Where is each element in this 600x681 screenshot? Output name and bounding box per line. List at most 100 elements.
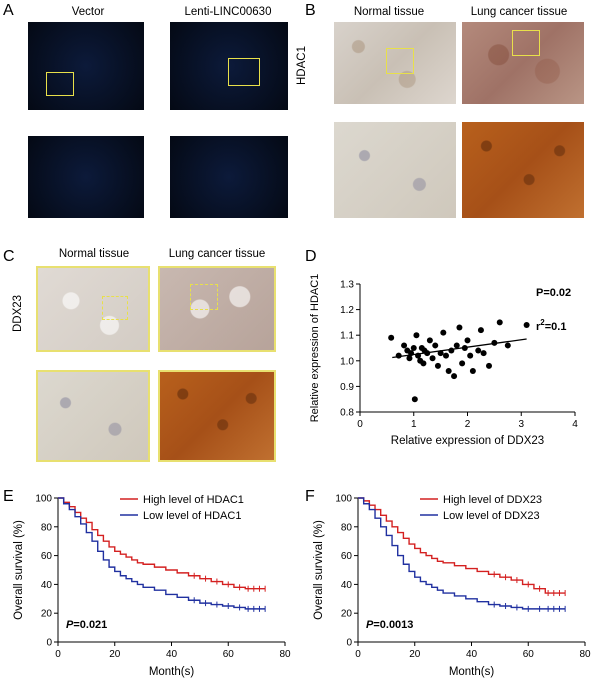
panel-f-y-tick-label: 40: [341, 580, 353, 591]
panel-b-caption-normal: Normal tissue: [353, 6, 425, 18]
panel-e-x-tick-label: 60: [223, 649, 235, 660]
panel-e-x-tick-label: 0: [55, 649, 61, 660]
panel-b-caption-cancer: Lung cancer tissue: [470, 6, 568, 18]
panel-f-x-tick-label: 60: [523, 649, 535, 660]
panel-e-high-curve: [58, 497, 266, 590]
panel-a-lenti-image: [170, 22, 288, 110]
panel-e-y-tick-label: 0: [46, 638, 52, 649]
panel-c-cancer-image: [158, 266, 276, 352]
panel-f-survival-chart: 0 20 40 60 80 0 20 40 60 80 100 High level of DDX2…: [313, 494, 591, 679]
panel-f-x-tick-label: 0: [355, 649, 361, 660]
panel-a-lenti-zoomed-image: [170, 136, 288, 218]
panel-d-data-point: [443, 352, 449, 359]
panel-d-x-tick-label: 3: [518, 419, 524, 430]
panel-f-x-axis-label: Month(s): [449, 666, 495, 678]
panel-d-data-point: [523, 321, 530, 328]
panel-d-y-tick-label: 1.2: [340, 305, 354, 316]
panel-d-data-point: [504, 342, 511, 349]
panel-d-data-point: [432, 342, 439, 349]
panel-f-legend-high-label: High level of DDX23: [443, 494, 542, 506]
panel-d-data-point: [426, 337, 433, 344]
panel-e-y-tick-label: 40: [41, 580, 53, 591]
panel-b-normal-zoom-box: [386, 48, 414, 74]
panel-b-normal-zoomed-image: [334, 122, 456, 218]
panel-e-legend-high-label: High level of HDAC1: [143, 494, 244, 506]
panel-e-letter: E: [3, 488, 14, 505]
panel-a-vector-zoomed-image: [28, 136, 144, 218]
panel-e-x-tick-label: 40: [166, 649, 178, 660]
panel-f-high-curve: [358, 497, 566, 594]
panel-c-normal-zoom-box: [102, 296, 128, 320]
panel-f-y-tick-label: 60: [341, 551, 353, 562]
panel-f-y-tick-label: 20: [341, 609, 353, 620]
panel-d-data-point: [456, 324, 463, 331]
panel-f-letter: F: [305, 488, 315, 505]
panel-d-data-point: [477, 327, 484, 334]
panel-e-survival-chart: 0 20 40 60 80 0 20 40 60 80 100 High level of HDAC…: [13, 494, 291, 679]
panel-e-y-axis-label: Overall survival (%): [13, 520, 25, 620]
panel-d-data-point: [413, 332, 420, 339]
panel-d-data-point: [486, 362, 492, 369]
panel-b-cancer-zoomed-image: [462, 122, 584, 218]
panel-d-p-value: P=0.02: [536, 287, 571, 299]
panel-f-y-tick-label: 0: [346, 638, 352, 649]
panel-e-y-tick-label: 80: [41, 522, 53, 533]
panel-d-data-point: [451, 373, 458, 380]
panel-d-data-point: [434, 362, 441, 369]
panel-e-x-tick-label: 20: [109, 649, 121, 660]
panel-f-p-value: P=0.0013: [366, 619, 413, 631]
panel-f-low-curve: [358, 497, 566, 610]
panel-f-legend-low-label: Low level of DDX23: [443, 510, 540, 522]
panel-c-cancer-zoom-box: [190, 284, 218, 310]
panel-c-caption-normal: Normal tissue: [58, 248, 130, 260]
panel-b-letter: B: [305, 2, 316, 19]
panel-d-y-axis-label: Relative expression of HDAC1: [309, 274, 321, 423]
panel-b-cancer-image: [462, 22, 584, 104]
panel-d-y-tick-label: 1.3: [340, 280, 354, 291]
panel-a-caption-lenti: Lenti-LINC00630: [184, 6, 272, 18]
panel-f-x-tick-label: 40: [466, 649, 478, 660]
panel-d-x-tick-label: 1: [411, 419, 417, 430]
panel-c-letter: C: [3, 248, 15, 265]
panel-d-data-point: [467, 352, 474, 359]
panel-d-data-point: [453, 342, 460, 349]
panel-d-data-point: [440, 329, 447, 336]
panel-e-p-value: P=0.021: [66, 619, 107, 631]
panel-f-y-tick-label: 80: [341, 522, 353, 533]
panel-e-y-tick-label: 20: [41, 609, 53, 620]
panel-d-data-point: [411, 396, 418, 403]
panel-d-data-point: [420, 360, 427, 367]
panel-c-cancer-zoomed-image: [158, 370, 276, 462]
panel-e-legend-low-label: Low level of HDAC1: [143, 510, 241, 522]
panel-b-cancer-zoom-box: [512, 30, 540, 56]
panel-d-letter: D: [305, 248, 317, 265]
panel-a-lenti-zoom-box: [228, 58, 260, 86]
panel-d-y-tick-label: 0.8: [340, 408, 354, 419]
panel-f-y-tick-label: 100: [335, 494, 352, 505]
panel-d-x-tick-label: 4: [572, 419, 578, 430]
panel-d-data-point: [464, 337, 471, 344]
panel-b-normal-image: [334, 22, 456, 104]
panel-d-data-point: [459, 360, 466, 367]
panel-d-x-tick-label: 2: [465, 419, 471, 430]
panel-d-r-squared: r2=0.1: [536, 318, 566, 333]
panel-d-regression-line: [392, 338, 527, 359]
panel-c-caption-cancer: Lung cancer tissue: [168, 248, 266, 260]
panel-c-normal-image: [36, 266, 150, 352]
panel-d-y-tick-label: 0.9: [340, 382, 354, 393]
panel-b-row-label: HDAC1: [296, 46, 308, 85]
panel-d-data-point: [469, 368, 476, 375]
panel-d-data-point: [406, 355, 413, 362]
panel-e-y-tick-label: 100: [35, 494, 52, 505]
panel-d-data-point: [480, 350, 487, 357]
panel-e-y-tick-label: 60: [41, 551, 53, 562]
panel-d-data-point: [410, 345, 417, 351]
panel-f-x-tick-label: 80: [579, 649, 591, 660]
panel-d-data-point: [496, 319, 503, 326]
panel-d-data-point: [401, 342, 408, 349]
panel-d-data-point: [475, 347, 482, 354]
panel-c-normal-zoomed-image: [36, 370, 150, 462]
panel-e-low-curve: [58, 497, 266, 610]
panel-d-y-tick-label: 1.0: [340, 356, 354, 367]
panel-d-data-point: [388, 334, 395, 341]
